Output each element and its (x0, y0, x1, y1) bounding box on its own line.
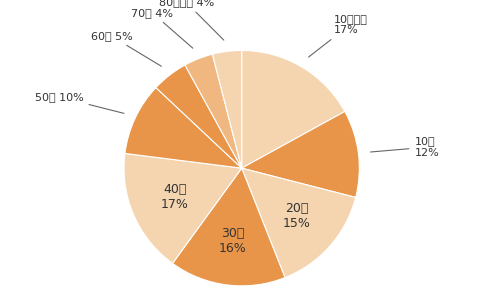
Wedge shape (156, 65, 242, 168)
Text: 80歳以上 4%: 80歳以上 4% (158, 0, 224, 40)
Wedge shape (185, 54, 242, 168)
Text: 10代
12%: 10代 12% (371, 136, 439, 158)
Text: 20代
15%: 20代 15% (282, 202, 311, 231)
Wedge shape (242, 168, 356, 277)
Wedge shape (172, 168, 285, 286)
Wedge shape (242, 112, 360, 197)
Text: 30代
16%: 30代 16% (219, 227, 246, 254)
Text: 40代
17%: 40代 17% (161, 183, 189, 211)
Text: 10歳未満
17%: 10歳未満 17% (309, 13, 368, 57)
Wedge shape (124, 153, 242, 263)
Wedge shape (242, 51, 345, 168)
Wedge shape (125, 88, 242, 168)
Text: 60代 5%: 60代 5% (91, 31, 161, 66)
Text: 50代 10%: 50代 10% (35, 92, 124, 113)
Wedge shape (213, 51, 242, 168)
Text: 70代 4%: 70代 4% (131, 8, 193, 48)
